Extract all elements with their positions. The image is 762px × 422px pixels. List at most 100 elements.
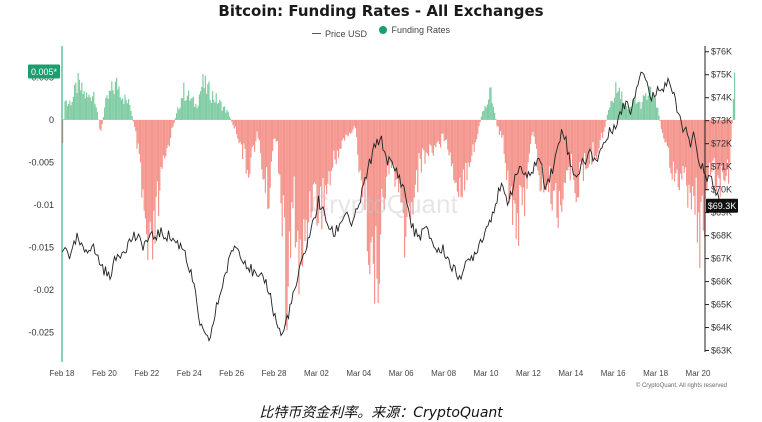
funding-bar [577, 120, 578, 198]
funding-bar [416, 120, 417, 170]
x-tick-label: Feb 20 [92, 369, 117, 378]
right-tick-label: $64K [711, 323, 732, 333]
funding-bar [474, 120, 475, 152]
funding-bar [422, 120, 423, 148]
funding-bar [302, 120, 303, 267]
funding-bar [97, 112, 98, 120]
x-tick-label: Feb 22 [134, 369, 159, 378]
funding-bar [366, 120, 367, 181]
funding-bar [226, 110, 227, 120]
right-tick-label: $74K [711, 93, 732, 103]
funding-bar [668, 120, 669, 148]
funding-bar [471, 120, 472, 156]
funding-bar [255, 120, 256, 141]
funding-bar [535, 120, 536, 144]
funding-bar [331, 120, 332, 171]
funding-bar [200, 91, 201, 120]
funding-bar [595, 120, 596, 156]
funding-bar [490, 87, 491, 120]
funding-bar [309, 120, 310, 191]
funding-bar [608, 110, 609, 120]
funding-bar [678, 120, 679, 187]
funding-bar [414, 120, 415, 198]
funding-bar [438, 120, 439, 141]
funding-bar [85, 98, 86, 120]
funding-bar [638, 102, 639, 120]
funding-bar [162, 120, 163, 169]
funding-bar [434, 120, 435, 145]
funding-bar [734, 73, 735, 120]
funding-bar [583, 120, 584, 181]
funding-bar [428, 120, 429, 156]
funding-bar [284, 120, 285, 217]
funding-bar [496, 120, 497, 126]
x-tick-label: Mar 12 [516, 369, 541, 378]
funding-bar [135, 120, 136, 131]
funding-bar [676, 120, 677, 170]
funding-bar [456, 120, 457, 183]
funding-bar [176, 113, 177, 120]
funding-bar [426, 120, 427, 152]
funding-bar [528, 120, 529, 162]
funding-bar [337, 120, 338, 151]
funding-bar [620, 99, 621, 120]
funding-bar [330, 120, 331, 185]
funding-bar [441, 120, 442, 134]
funding-bar [536, 120, 537, 149]
funding-bar [141, 120, 142, 198]
funding-bar [458, 120, 459, 197]
funding-bar [328, 120, 329, 171]
funding-bar [182, 98, 183, 120]
funding-bar [295, 120, 296, 248]
funding-bar [157, 120, 158, 181]
funding-bar [420, 120, 421, 159]
x-tick-label: Mar 04 [346, 369, 371, 378]
funding-bar [516, 120, 517, 239]
funding-bar [486, 107, 487, 120]
funding-bar [675, 120, 676, 173]
funding-bar [472, 120, 473, 144]
funding-bar [498, 120, 499, 127]
funding-bar [690, 120, 691, 193]
funding-bar [584, 120, 585, 153]
funding-bar [211, 103, 212, 120]
funding-bar [169, 120, 170, 147]
funding-bar [78, 73, 79, 120]
funding-bar [344, 120, 345, 141]
funding-bar [124, 95, 125, 120]
left-tick-label: -0.015 [28, 242, 54, 252]
funding-bar [68, 104, 69, 120]
funding-bar [444, 120, 445, 141]
funding-bar [452, 120, 453, 164]
funding-bar [693, 120, 694, 196]
funding-bar [144, 120, 145, 211]
funding-bar [502, 120, 503, 135]
funding-bar [69, 101, 70, 120]
funding-bar [199, 94, 200, 120]
funding-bar [91, 101, 92, 120]
funding-bar [468, 120, 469, 163]
funding-bar [609, 108, 610, 120]
funding-bar [118, 86, 119, 120]
funding-bar [550, 120, 551, 204]
funding-bar [93, 92, 94, 120]
funding-bar [104, 108, 105, 120]
funding-bar [700, 120, 701, 202]
funding-bar [559, 120, 560, 191]
x-tick-label: Feb 24 [177, 369, 202, 378]
funding-bar [188, 91, 189, 120]
funding-bar [674, 120, 675, 181]
funding-bar [602, 120, 603, 138]
funding-bar [70, 105, 71, 120]
funding-bar [398, 120, 399, 193]
funding-bar [140, 120, 141, 162]
funding-bar [478, 120, 479, 126]
funding-bar [552, 120, 553, 211]
funding-bar [662, 120, 663, 133]
funding-bar [184, 101, 185, 120]
funding-bar [240, 120, 241, 142]
funding-bar [715, 120, 716, 187]
funding-bar [171, 120, 172, 128]
funding-bar [231, 120, 232, 122]
funding-bar [80, 90, 81, 120]
